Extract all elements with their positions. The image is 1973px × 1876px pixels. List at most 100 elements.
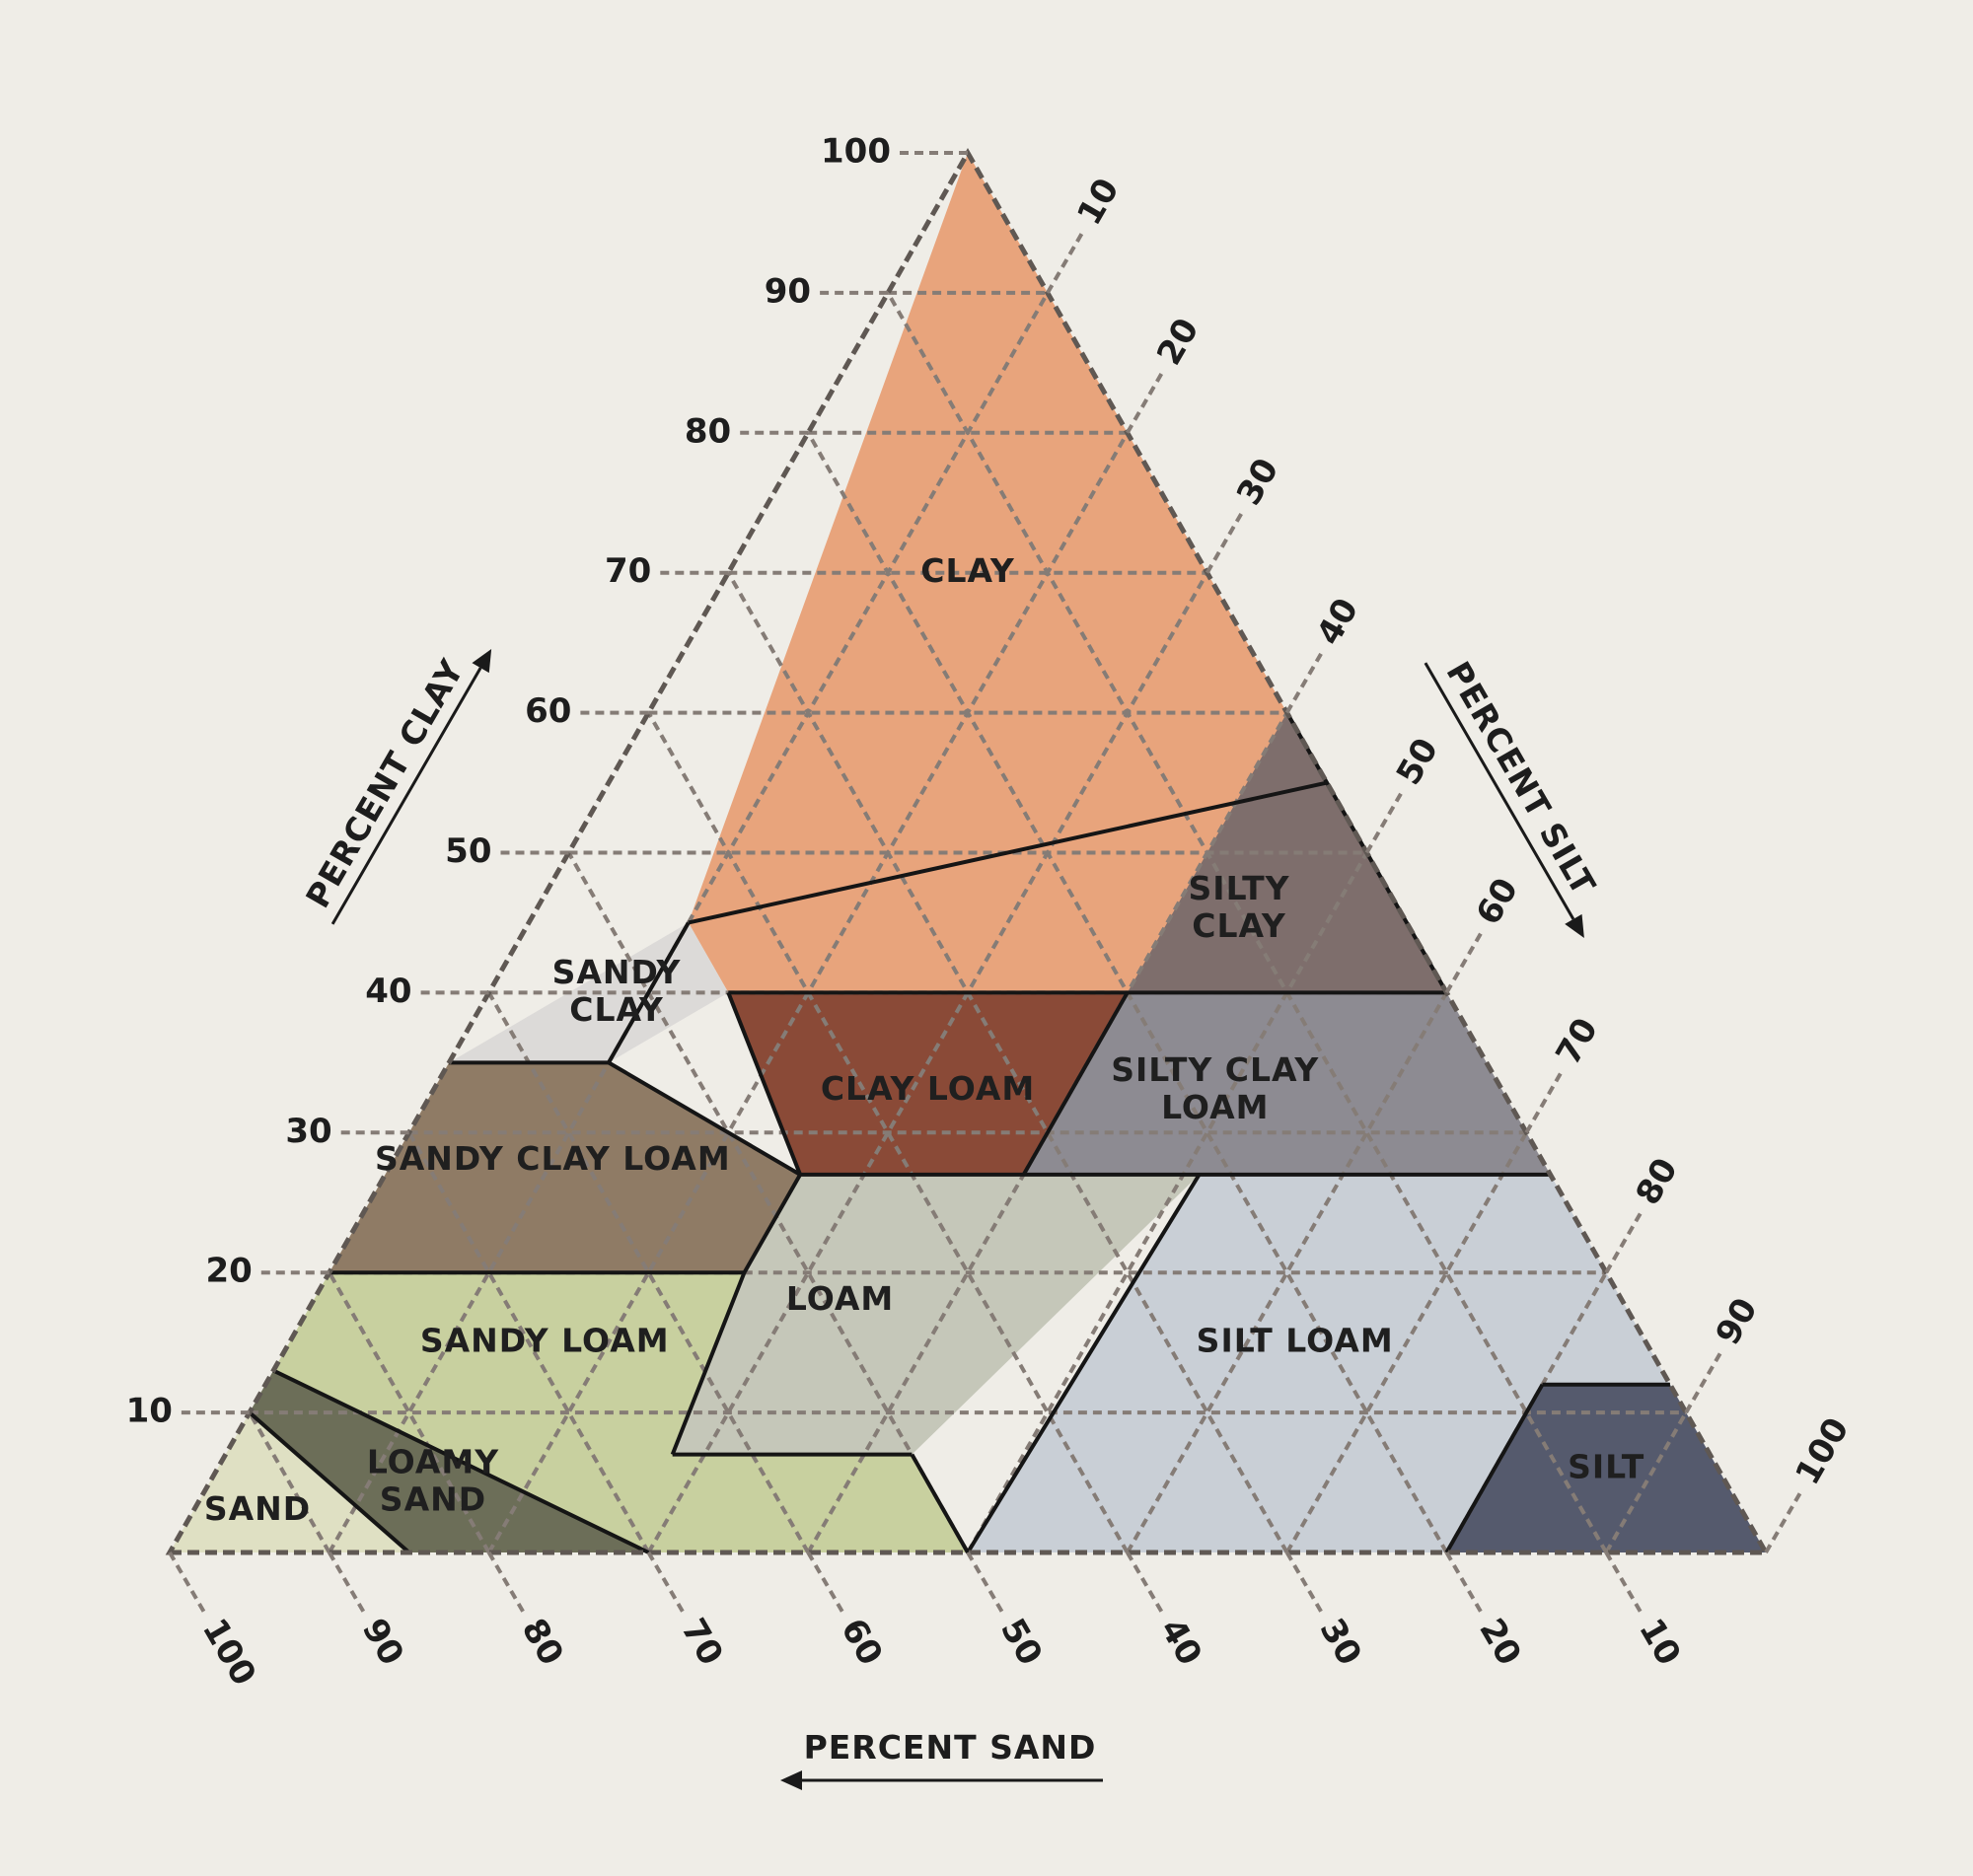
- region-label-loamy-sand-line-2: SAND: [380, 1480, 486, 1519]
- silt-axis-title: PERCENT SILT: [1438, 655, 1603, 902]
- region-label-sand: SAND: [204, 1489, 311, 1528]
- boundary-line-14: [966, 1173, 1202, 1554]
- clay-tick-label-4: 40: [365, 972, 411, 1011]
- silt-tick-line-4: [1284, 651, 1324, 714]
- region-silt: [1446, 1384, 1766, 1552]
- region-loamy-sand: [249, 1370, 649, 1552]
- grid-line-silt-70: [1284, 1131, 1529, 1553]
- boundary-line-4: [1021, 991, 1130, 1176]
- clay-axis-title: PERCENT CLAY: [298, 652, 472, 914]
- silt-tick-label-4: 40: [1309, 592, 1366, 652]
- silt-tick-line-1: [1046, 232, 1084, 294]
- grid-line-silt-30: [646, 571, 1209, 1553]
- silt-tick-line-9: [1684, 1351, 1722, 1414]
- sand-tick-line-10: [1604, 1551, 1643, 1614]
- grid-line-sand-50: [566, 851, 970, 1553]
- clay-tick-label-3: 30: [285, 1112, 331, 1151]
- region-loam: [672, 1174, 1200, 1455]
- clay-tick-label-6: 60: [525, 691, 571, 731]
- grid-line-sand-30: [726, 571, 1289, 1553]
- sand-axis-title-group: PERCENT SAND: [780, 1728, 1103, 1790]
- region-sandy-clay-loam: [329, 1062, 801, 1273]
- region-label-clay-loam: CLAY LOAM: [821, 1069, 1035, 1108]
- boundary-line-5: [726, 991, 802, 1176]
- region-label-silty-clay-line-1: SILTY: [1189, 869, 1290, 907]
- region-label-loam: LOAM: [786, 1279, 894, 1318]
- silt-tick-label-1: 10: [1069, 172, 1127, 232]
- region-label-silty-clay-line-2: CLAY: [1192, 906, 1286, 945]
- silt-tick-line-6: [1444, 931, 1484, 994]
- region-label-clay: CLAY: [920, 551, 1015, 590]
- region-label-silt: SILT: [1568, 1447, 1644, 1485]
- silt-tick-label-7: 70: [1549, 1012, 1606, 1072]
- grid-line-sand-40: [646, 711, 1130, 1553]
- region-sandy-clay: [449, 922, 729, 1063]
- sand-tick-label-8: 30: [1312, 1612, 1369, 1672]
- silt-tick-line-8: [1604, 1211, 1643, 1274]
- boundary-line-18: [1444, 1383, 1545, 1553]
- sand-tick-line-4: [646, 1551, 686, 1614]
- sand-tick-line-5: [806, 1551, 844, 1614]
- clay-axis-arrow-line: [330, 667, 482, 925]
- boundary-line-1: [607, 921, 691, 1064]
- silt-tick-label-10: 100: [1788, 1411, 1857, 1491]
- sand-tick-label-2: 90: [354, 1612, 411, 1672]
- region-label-sandy-clay-line-2: CLAY: [569, 990, 664, 1029]
- region-label-sandy-loam: SANDY LOAM: [420, 1322, 670, 1360]
- grid-line-silt-90: [1604, 1411, 1688, 1553]
- sand-tick-line-1: [168, 1551, 206, 1614]
- boundary-line-15: [272, 1368, 650, 1554]
- sand-axis-title: PERCENT SAND: [804, 1728, 1097, 1767]
- region-clay-loam: [728, 992, 1128, 1175]
- grid-line-sand-60: [486, 991, 810, 1553]
- sand-tick-line-6: [966, 1551, 1004, 1614]
- grid-line-sand-90: [248, 1411, 331, 1553]
- region-label-silty-clay-loam-line-1: SILTY CLAY: [1111, 1050, 1319, 1089]
- silt-tick-label-2: 20: [1149, 312, 1206, 372]
- silt-tick-label-6: 60: [1469, 872, 1526, 932]
- clay-tick-label-2: 20: [205, 1252, 252, 1291]
- grid-line-silt-60: [1126, 991, 1449, 1553]
- region-label-sandy-clay-loam: SANDY CLAY LOAM: [375, 1139, 731, 1178]
- silt-tick-label-9: 90: [1708, 1291, 1765, 1351]
- silt-tick-line-7: [1524, 1071, 1564, 1134]
- clay-tick-label-1: 10: [126, 1392, 173, 1431]
- texture-regions: [170, 153, 1766, 1552]
- clay-tick-label-9: 90: [765, 271, 811, 311]
- region-label-silty-clay-loam-line-2: LOAM: [1161, 1088, 1269, 1126]
- clay-tick-label-10: 100: [821, 132, 891, 172]
- sand-axis-arrowhead: [780, 1770, 802, 1790]
- sand-tick-label-6: 50: [992, 1612, 1050, 1672]
- region-silty-clay-loam: [1023, 992, 1551, 1175]
- clay-tick-label-8: 80: [685, 411, 731, 451]
- boundary-line-10: [742, 1173, 802, 1274]
- silt-tick-label-3: 30: [1229, 452, 1286, 512]
- sand-tick-label-5: 60: [833, 1612, 890, 1672]
- sand-tick-label-4: 70: [673, 1612, 730, 1672]
- silt-tick-label-5: 50: [1389, 732, 1446, 792]
- grid-lines: [248, 290, 1688, 1553]
- grid-line-silt-80: [1444, 1271, 1608, 1553]
- clay-axis-arrowhead: [472, 649, 492, 674]
- sand-tick-line-3: [486, 1551, 526, 1614]
- region-label-loamy-sand-line-1: LOAMY: [367, 1443, 499, 1481]
- boundary-line-0: [688, 780, 1328, 925]
- grid-line-sand-70: [406, 1131, 651, 1553]
- silt-tick-line-2: [1126, 372, 1164, 434]
- sand-tick-label-7: 40: [1152, 1612, 1209, 1672]
- clay-axis-title-group: PERCENT CLAY: [298, 649, 492, 925]
- clay-tick-label-5: 50: [445, 831, 491, 871]
- grid-line-silt-50: [966, 851, 1369, 1553]
- boundary-line-8: [607, 1060, 802, 1177]
- silt-tick-line-5: [1364, 791, 1404, 854]
- boundary-line-13: [910, 1453, 970, 1553]
- boundary-line-11: [670, 1271, 747, 1456]
- silt-tick-label-8: 80: [1629, 1151, 1686, 1211]
- sand-tick-line-7: [1126, 1551, 1164, 1614]
- sand-tick-line-9: [1444, 1551, 1484, 1614]
- silt-tick-line-3: [1205, 512, 1244, 574]
- sand-tick-line-8: [1284, 1551, 1324, 1614]
- sand-tick-label-10: 10: [1631, 1612, 1688, 1672]
